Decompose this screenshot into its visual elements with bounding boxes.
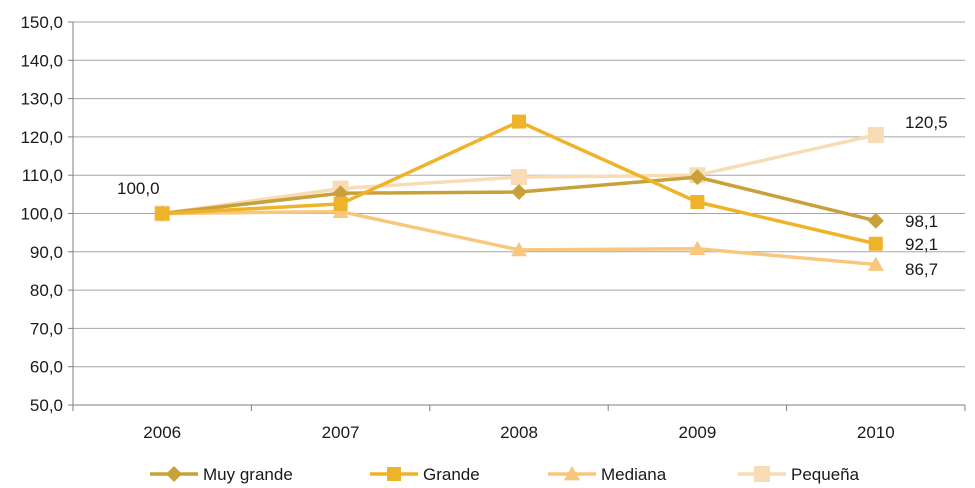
legend-label: Pequeña <box>791 465 860 484</box>
y-tick-label: 100,0 <box>20 205 63 224</box>
marker-grande <box>333 196 348 211</box>
y-axis: 50,0 60,0 70,0 80,0 90,0 100,0 110,0 120,0 130,0… <box>20 13 74 415</box>
x-tick-label: 2007 <box>322 423 360 442</box>
y-tick-label: 120,0 <box>20 128 63 147</box>
y-tick-label: 110,0 <box>22 166 63 185</box>
legend-marker <box>754 466 770 482</box>
y-tick-label: 80,0 <box>30 281 63 300</box>
marker-pequena <box>867 126 884 143</box>
y-tick-label: 50,0 <box>30 396 63 415</box>
marker-pequena <box>511 169 527 186</box>
legend-marker <box>166 466 182 482</box>
x-tick-label: 2008 <box>500 423 538 442</box>
legend-item-muy-grande: Muy grande <box>150 465 293 484</box>
marker-muy-grande <box>511 184 527 201</box>
legend-marker <box>564 466 580 481</box>
legend-item-pequena: Pequeña <box>738 465 860 484</box>
legend-marker <box>387 467 401 481</box>
y-tick-label: 130,0 <box>20 90 63 109</box>
series-group <box>154 114 884 271</box>
x-tick-label: 2006 <box>143 423 181 442</box>
data-label-grande-2010: 92,1 <box>905 235 938 254</box>
data-label-pequena-2010: 120,5 <box>905 113 948 132</box>
legend-item-mediana: Mediana <box>548 465 667 484</box>
marker-muy-grande <box>867 212 884 229</box>
legend-item-grande: Grande <box>370 465 480 484</box>
y-tick-label: 150,0 <box>20 13 63 32</box>
data-label-muy-grande-2010: 98,1 <box>905 212 938 231</box>
y-tick-label: 70,0 <box>30 319 63 338</box>
legend-label: Mediana <box>601 465 667 484</box>
legend-label: Grande <box>423 465 480 484</box>
marker-grande <box>512 114 526 129</box>
x-axis: 2006 2007 2008 2009 2010 <box>72 405 966 442</box>
marker-mediana <box>511 241 527 257</box>
x-tick-label: 2009 <box>678 423 716 442</box>
marker-mediana <box>867 256 884 271</box>
legend-label: Muy grande <box>203 465 293 484</box>
legend: Muy grande Grande Mediana Pequeña <box>150 465 860 484</box>
data-label-mediana-2010: 86,7 <box>905 260 938 279</box>
series-grande <box>155 114 883 251</box>
x-tick-label: 2010 <box>857 423 895 442</box>
marker-mediana <box>689 240 706 256</box>
marker-grande <box>868 236 883 251</box>
marker-grande <box>690 195 705 210</box>
y-tick-label: 90,0 <box>30 243 63 262</box>
data-labels: 100,0 98,1 92,1 86,7 120,5 <box>117 113 948 279</box>
y-tick-label: 140,0 <box>20 51 63 70</box>
y-tick-label: 60,0 <box>30 358 63 377</box>
marker-muy-grande <box>689 169 706 186</box>
data-label-start: 100,0 <box>117 179 160 198</box>
marker-grande <box>155 206 170 221</box>
